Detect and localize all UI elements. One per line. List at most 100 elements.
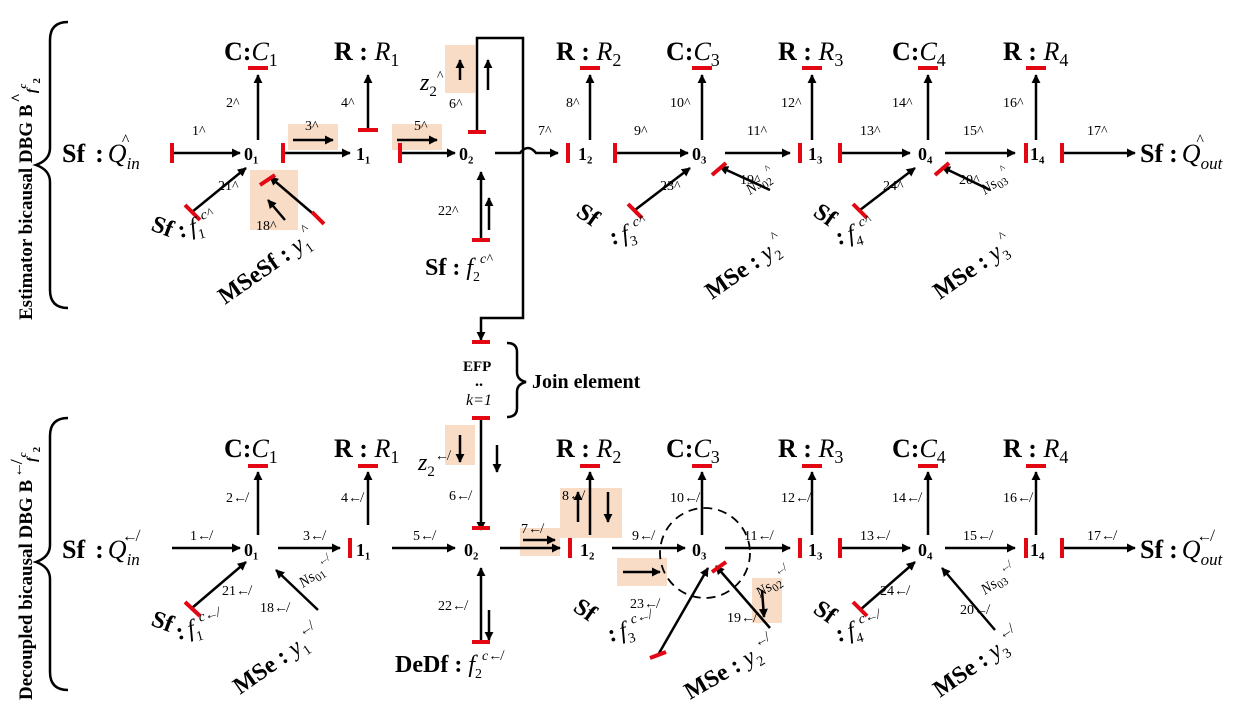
svg-text:4^: 4^ xyxy=(341,96,355,111)
svg-text:21^: 21^ xyxy=(218,179,239,194)
svg-text:1₁: 1₁ xyxy=(356,144,370,164)
svg-text:8^: 8^ xyxy=(566,96,580,111)
svg-text:EFP: EFP xyxy=(463,359,491,375)
side-label-estimator: Estimator bicausal DBG B^fc2 xyxy=(9,78,43,320)
top-causal-strokes xyxy=(170,66,1064,344)
svg-text:1₄: 1₄ xyxy=(1030,144,1045,164)
svg-text:R : R1: R : R1 xyxy=(334,37,399,70)
svg-text:z2↚: z2↚ xyxy=(417,449,452,480)
top-elements: C:C1 R : R1 R : R2 C:C3 R : R3 C:C4 R : … xyxy=(62,37,1224,173)
svg-text:MSe : y3↚: MSe : y3↚ xyxy=(927,621,1029,706)
svg-text:C:C1: C:C1 xyxy=(224,434,278,467)
svg-text:2^: 2^ xyxy=(226,96,240,111)
svg-text:0₂: 0₂ xyxy=(464,540,478,560)
svg-text::f1c^: :f1c^ xyxy=(174,206,220,248)
top-bonds xyxy=(172,36,1136,341)
svg-text:DeDf : f2c↚: DeDf : f2c↚ xyxy=(395,649,505,682)
svg-text:13^: 13^ xyxy=(860,124,881,139)
svg-text::f3c↚: :f3c↚ xyxy=(604,607,660,652)
svg-text:2↚: 2↚ xyxy=(226,491,250,506)
svg-text:23^: 23^ xyxy=(660,179,681,194)
svg-text:Decoupled bicausal DBG B↚fc2: Decoupled bicausal DBG B↚fc2 xyxy=(9,446,43,700)
svg-text:Sf: Sf xyxy=(569,594,602,628)
svg-text:16^: 16^ xyxy=(1003,96,1024,111)
svg-text:8↚: 8↚ xyxy=(562,489,586,504)
svg-text:22^: 22^ xyxy=(438,204,459,219)
svg-text:17^: 17^ xyxy=(1087,124,1108,139)
svg-text:0₁: 0₁ xyxy=(244,540,258,560)
svg-text::f4c↚: :f4c↚ xyxy=(832,607,888,652)
svg-text:C:C4: C:C4 xyxy=(892,37,946,70)
svg-text:Ns03^: Ns03^ xyxy=(974,162,1015,201)
svg-text:9↚: 9↚ xyxy=(632,529,656,544)
svg-text:20↚: 20↚ xyxy=(960,603,991,618)
bottom-causal-strokes xyxy=(183,416,1064,660)
svg-text:14^: 14^ xyxy=(892,96,913,111)
join-element: EFP .. k=1 Join element xyxy=(463,359,641,409)
svg-text:3↚: 3↚ xyxy=(303,529,327,544)
svg-text:15^: 15^ xyxy=(963,124,984,139)
svg-text:10^: 10^ xyxy=(670,96,691,111)
svg-text:Ns03↚: Ns03↚ xyxy=(974,558,1021,601)
svg-text:MSe : y2↚: MSe : y2↚ xyxy=(679,629,783,706)
svg-text:0₁: 0₁ xyxy=(244,144,258,164)
svg-text:1₂: 1₂ xyxy=(578,144,592,164)
svg-text:14↚: 14↚ xyxy=(892,491,923,506)
bottom-bond-labels: 1↚ 2↚ 3↚ 4↚ 5↚ 6↚ 7↚ 8↚ 9↚ 10↚ 11↚ 12↚ 1… xyxy=(190,489,1118,626)
svg-text:1₃: 1₃ xyxy=(808,540,823,560)
svg-text:19↚: 19↚ xyxy=(727,611,758,626)
svg-text:6↚: 6↚ xyxy=(449,489,473,504)
svg-text:11^: 11^ xyxy=(747,124,767,139)
svg-text:MSeSf : y1^: MSeSf : y1^ xyxy=(212,222,323,314)
svg-text:9^: 9^ xyxy=(634,124,648,139)
top-bond-labels: 1^ 2^ 3^ 4^ 5^ 6^ 7^ 8^ 9^ 10^ 11^ 12^ 1… xyxy=(192,96,1108,234)
svg-text:12^: 12^ xyxy=(781,96,802,111)
svg-text:Sf:Qout↚: Sf: Qout↚ xyxy=(1140,528,1224,569)
svg-text:k=1: k=1 xyxy=(466,392,492,409)
svg-text:19^: 19^ xyxy=(740,173,761,188)
svg-text:C:C4: C:C4 xyxy=(892,434,946,467)
svg-text:23↚: 23↚ xyxy=(630,597,661,612)
svg-text::f4c^: :f4c^ xyxy=(832,213,878,255)
svg-text:22↚: 22↚ xyxy=(438,599,469,614)
svg-text:5↚: 5↚ xyxy=(413,529,437,544)
svg-text:Sf:Qin^: Sf: Qin^ xyxy=(62,132,140,173)
svg-text:C:C3: C:C3 xyxy=(666,434,720,467)
svg-text:MSe : y3^: MSe : y3^ xyxy=(927,229,1021,308)
svg-text:Sf:Qin↚: Sf: Qin↚ xyxy=(62,528,141,569)
svg-text:R : R2: R : R2 xyxy=(556,434,621,467)
svg-text:0₄: 0₄ xyxy=(918,540,933,560)
svg-text:R : R3: R : R3 xyxy=(778,37,843,70)
svg-text:R : R4: R : R4 xyxy=(1003,37,1068,70)
svg-text:R : R3: R : R3 xyxy=(778,434,843,467)
svg-text:15↚: 15↚ xyxy=(963,529,994,544)
svg-text::f1c↚: :f1c↚ xyxy=(172,605,228,650)
svg-text:17↚: 17↚ xyxy=(1087,529,1118,544)
svg-text:Join element: Join element xyxy=(532,371,641,393)
svg-text:0₄: 0₄ xyxy=(918,144,933,164)
svg-text:R : R4: R : R4 xyxy=(1003,434,1068,467)
svg-text:3^: 3^ xyxy=(305,119,319,134)
svg-text:24^: 24^ xyxy=(883,179,904,194)
svg-text:1₃: 1₃ xyxy=(808,144,823,164)
svg-text:1↚: 1↚ xyxy=(190,529,214,544)
svg-text:MSe : y1↚: MSe : y1↚ xyxy=(227,618,329,703)
svg-text:1₄: 1₄ xyxy=(1030,540,1045,560)
svg-text:1₂: 1₂ xyxy=(580,540,594,560)
svg-text:7↚: 7↚ xyxy=(521,522,545,537)
side-label-decoupled: Decoupled bicausal DBG B↚fc2 xyxy=(9,446,43,700)
bottom-elements: C:C1 R : R1 R : R2 C:C3 R : R3 C:C4 R : … xyxy=(62,434,1224,569)
svg-text:11↚: 11↚ xyxy=(744,529,774,544)
svg-text:0₃: 0₃ xyxy=(692,144,707,164)
svg-text:6^: 6^ xyxy=(449,97,463,112)
bottom-bonds xyxy=(172,418,1136,656)
svg-text:Sf:Qout^: Sf: Qout^ xyxy=(1140,132,1224,173)
dashed-circle xyxy=(659,507,751,599)
svg-text:Estimator bicausal DBG B^fc2: Estimator bicausal DBG B^fc2 xyxy=(9,78,43,320)
svg-text:16↚: 16↚ xyxy=(1003,491,1034,506)
svg-text:20^: 20^ xyxy=(959,173,980,188)
svg-text:C:C3: C:C3 xyxy=(666,37,720,70)
svg-text:5^: 5^ xyxy=(414,119,428,134)
svg-text:C:C1: C:C1 xyxy=(224,37,278,70)
